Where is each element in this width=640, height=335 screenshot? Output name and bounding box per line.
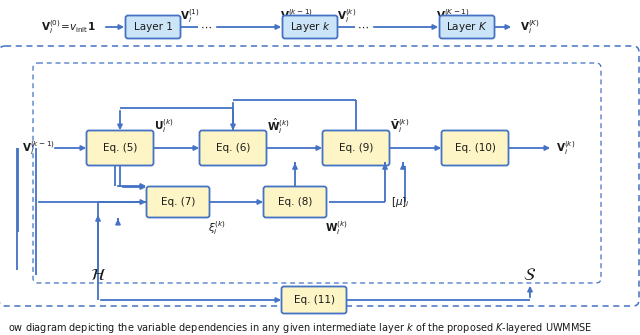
Text: ow diagram depicting the variable dependencies in any given intermediate layer $: ow diagram depicting the variable depend… [8, 321, 593, 335]
Text: Layer $K$: Layer $K$ [446, 20, 488, 34]
Text: $\mathbf{V}_i^{(K-1)}$: $\mathbf{V}_i^{(K-1)}$ [436, 7, 470, 25]
Text: Eq. (6): Eq. (6) [216, 143, 250, 153]
FancyBboxPatch shape [125, 15, 180, 39]
Text: $\mathbf{V}_i^{(k-1)}$: $\mathbf{V}_i^{(k-1)}$ [22, 139, 55, 157]
Text: $\cdots$: $\cdots$ [200, 22, 212, 32]
FancyBboxPatch shape [86, 131, 154, 165]
FancyBboxPatch shape [264, 187, 326, 217]
Text: $\mathbf{U}_i^{(k)}$: $\mathbf{U}_i^{(k)}$ [154, 117, 173, 135]
Text: Layer $k$: Layer $k$ [290, 20, 330, 34]
FancyBboxPatch shape [200, 131, 266, 165]
Text: $\mathbf{V}_i^{(k-1)}$: $\mathbf{V}_i^{(k-1)}$ [280, 7, 312, 25]
Text: $\hat{\mathbf{W}}_i^{(k)}$: $\hat{\mathbf{W}}_i^{(k)}$ [267, 116, 290, 136]
Text: Eq. (10): Eq. (10) [454, 143, 495, 153]
Text: $\xi_i^{(k)}$: $\xi_i^{(k)}$ [208, 219, 226, 237]
Text: $\mathcal{H}$: $\mathcal{H}$ [90, 266, 106, 284]
FancyBboxPatch shape [323, 131, 390, 165]
Text: $\mathbf{V}_i^{(1)}$: $\mathbf{V}_i^{(1)}$ [180, 7, 200, 25]
Text: $\bar{\mathbf{V}}_i^{(k)}$: $\bar{\mathbf{V}}_i^{(k)}$ [390, 117, 410, 135]
Text: $\mathbf{W}_i^{(k)}$: $\mathbf{W}_i^{(k)}$ [325, 219, 348, 237]
FancyBboxPatch shape [147, 187, 209, 217]
Text: $\mathcal{S}$: $\mathcal{S}$ [524, 266, 536, 284]
Text: $\mathbf{V}_i^{(0)}\!=\!v_{\rm init}\mathbf{1}$: $\mathbf{V}_i^{(0)}\!=\!v_{\rm init}\mat… [41, 18, 95, 36]
Text: $\mathbf{V}_i^{(k)}$: $\mathbf{V}_i^{(k)}$ [556, 139, 575, 157]
FancyBboxPatch shape [282, 286, 346, 314]
Text: Eq. (9): Eq. (9) [339, 143, 373, 153]
Text: Eq. (7): Eq. (7) [161, 197, 195, 207]
Text: $\mathbf{V}_i^{(K)}$: $\mathbf{V}_i^{(K)}$ [520, 18, 540, 36]
Text: Eq. (11): Eq. (11) [294, 295, 335, 305]
Text: Eq. (8): Eq. (8) [278, 197, 312, 207]
Text: $\cdots$: $\cdots$ [357, 22, 369, 32]
FancyBboxPatch shape [282, 15, 337, 39]
FancyBboxPatch shape [442, 131, 509, 165]
Text: $[\mu]_i$: $[\mu]_i$ [391, 195, 410, 209]
Text: Eq. (5): Eq. (5) [103, 143, 137, 153]
Text: Layer 1: Layer 1 [134, 22, 172, 32]
Text: $\mathbf{V}_i^{(k)}$: $\mathbf{V}_i^{(k)}$ [337, 7, 356, 25]
FancyBboxPatch shape [440, 15, 495, 39]
